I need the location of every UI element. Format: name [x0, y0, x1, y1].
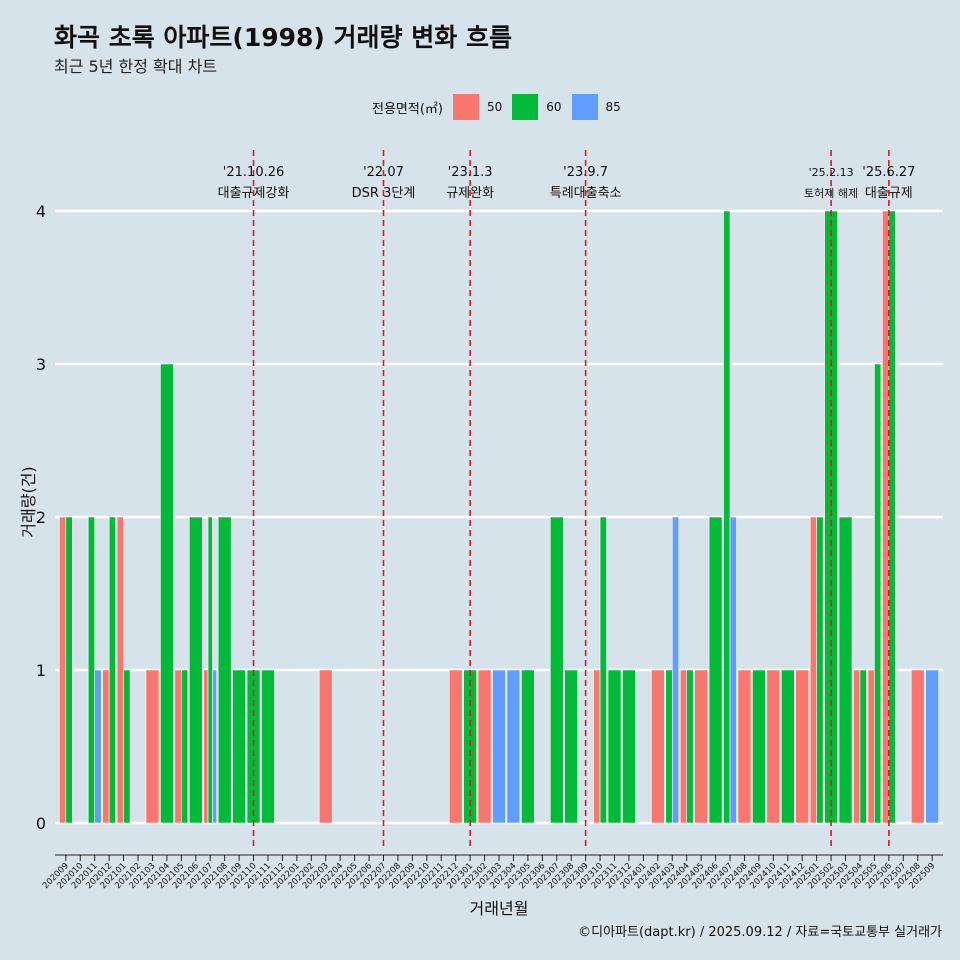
bar-50-202404 — [679, 669, 688, 824]
legend-key-50 — [452, 94, 479, 120]
bar-85-202303 — [492, 669, 506, 824]
y-tick-label: 1 — [36, 661, 46, 680]
bar-60-202403 — [665, 669, 673, 824]
bar-50-202501 — [809, 516, 817, 824]
bar-60-202108 — [217, 516, 232, 824]
legend-label-50: 50 — [486, 100, 503, 114]
bar-50-202504 — [853, 669, 861, 824]
bar-50-202508 — [910, 669, 925, 824]
bar-50-202506 — [882, 210, 890, 824]
bar-50-202009 — [59, 516, 67, 824]
y-tick-label: 4 — [36, 202, 46, 221]
chart-subtitle: 최근 5년 한정 확대 차트 — [54, 57, 218, 76]
annotation-date: '23.9.7 — [563, 165, 608, 180]
bar-60-202308 — [564, 669, 578, 824]
bar-85-202107 — [212, 669, 218, 824]
annotation-date: '25.6.27 — [862, 165, 915, 180]
bar-60-202109 — [232, 669, 246, 824]
bar-60-202012 — [108, 516, 116, 824]
y-tick-label: 3 — [36, 355, 46, 374]
bar-60-202009 — [65, 516, 73, 824]
bar-50-202105 — [174, 669, 182, 824]
x-axis-title: 거래년월 — [470, 899, 529, 918]
bar-60-202305 — [521, 669, 535, 824]
bar-50-202203 — [318, 669, 333, 824]
bar-60-202407 — [723, 210, 731, 824]
chart-title: 화곡 초록 아파트(1998) 거래량 변화 흐름 — [54, 23, 512, 52]
bar-60-202409 — [752, 669, 766, 824]
bar-60-202504 — [859, 669, 867, 824]
bar-85-202304 — [506, 669, 521, 824]
bar-50-202402 — [651, 669, 665, 824]
legend: 전용면적(㎡) 50 60 85 — [372, 94, 631, 120]
bar-60-202101 — [123, 669, 131, 824]
y-tick-label: 2 — [36, 508, 46, 527]
bar-50-202408 — [737, 669, 752, 824]
y-axis-title: 거래량(건) — [19, 466, 38, 537]
bar-60-202107 — [207, 516, 213, 824]
bar-50-202410 — [766, 669, 781, 824]
bar-60-202310 — [599, 516, 607, 824]
bar-50-202012 — [102, 669, 110, 824]
bar-50-202505 — [867, 669, 875, 824]
bar-60-202404 — [686, 669, 694, 824]
bar-60-202411 — [780, 669, 795, 824]
bar-60-202105 — [181, 669, 189, 824]
annotation-text: DSR 3단계 — [352, 186, 416, 201]
annotation-text: 특례대출축소 — [550, 186, 622, 201]
bar-60-202111 — [261, 669, 275, 824]
bar-85-202403 — [671, 516, 680, 824]
annotation-date: '23.1.3 — [448, 165, 493, 180]
bar-60-202501 — [816, 516, 824, 824]
bar-50-202302 — [477, 669, 492, 824]
annotation-date: '25.2.13 — [809, 166, 854, 179]
bar-60-202104 — [160, 363, 174, 824]
annotation-date: '21.10.26 — [223, 165, 284, 180]
bar-50-202405 — [694, 669, 708, 824]
bar-60-202106 — [188, 516, 203, 824]
annotation-text: 대출규제강화 — [218, 186, 290, 201]
bar-85-202011 — [94, 669, 102, 824]
bar-50-202212 — [448, 669, 463, 824]
bar-50-202103 — [145, 669, 160, 824]
y-tick-label: 0 — [36, 814, 46, 833]
bar-60-202011 — [87, 516, 96, 824]
bar-50-202107 — [203, 669, 209, 824]
legend-label-85: 85 — [605, 100, 621, 114]
bar-85-202407 — [729, 516, 737, 824]
bar-60-202505 — [874, 363, 882, 824]
bar-60-202406 — [708, 516, 723, 824]
bar-60-202307 — [549, 516, 564, 824]
bar-60-202311 — [607, 669, 622, 824]
legend-title: 전용면적(㎡) — [372, 101, 443, 117]
bar-50-202101 — [116, 516, 124, 824]
annotation-text: 토허제 해제 — [804, 186, 858, 200]
annotation-date: '22.07 — [363, 165, 404, 180]
annotation-text: 대출규제 — [865, 186, 913, 201]
annotation-text: 규제완화 — [446, 186, 494, 201]
bar-60-202503 — [838, 516, 853, 824]
bar-85-202509 — [925, 669, 939, 824]
bar-60-202506 — [888, 210, 896, 824]
source-caption: ©디아파트(dapt.kr) / 2025.09.12 / 자료=국토교통부 실… — [578, 925, 942, 940]
legend-key-85 — [571, 94, 598, 120]
legend-key-60 — [512, 94, 539, 120]
bar-50-202310 — [593, 669, 601, 824]
bar-60-202312 — [622, 669, 636, 824]
legend-label-60: 60 — [546, 100, 562, 114]
bar-50-202412 — [795, 669, 810, 824]
